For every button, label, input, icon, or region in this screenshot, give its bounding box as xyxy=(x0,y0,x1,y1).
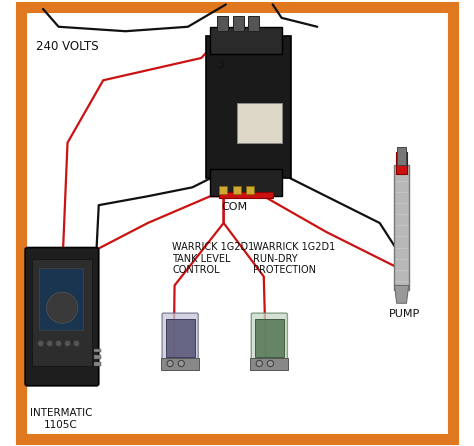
Bar xyxy=(394,165,409,290)
Text: WARRICK 1G2D1
RUN-DRY
PROTECTION: WARRICK 1G2D1 RUN-DRY PROTECTION xyxy=(253,242,335,275)
Bar xyxy=(217,16,228,31)
Circle shape xyxy=(267,360,273,367)
Circle shape xyxy=(46,292,78,323)
Text: PUMP: PUMP xyxy=(389,310,420,319)
Text: COM: COM xyxy=(221,202,247,212)
Bar xyxy=(210,27,282,54)
Bar xyxy=(248,16,259,31)
Text: 240 VOLTS: 240 VOLTS xyxy=(36,40,99,54)
Text: WARRICK 1G2D1
TANK LEVEL
CONTROL: WARRICK 1G2D1 TANK LEVEL CONTROL xyxy=(173,242,255,275)
Bar xyxy=(233,186,241,194)
Bar xyxy=(396,152,407,174)
Polygon shape xyxy=(394,285,409,303)
Bar xyxy=(210,169,282,196)
Bar xyxy=(233,16,244,31)
Bar xyxy=(94,362,101,366)
Bar xyxy=(161,358,199,370)
Circle shape xyxy=(73,340,80,347)
Bar xyxy=(94,355,101,359)
Bar xyxy=(38,268,83,330)
Bar xyxy=(397,147,406,165)
Bar xyxy=(250,358,288,370)
FancyBboxPatch shape xyxy=(162,313,198,360)
Bar xyxy=(219,186,227,194)
Text: 3: 3 xyxy=(217,60,224,70)
Bar xyxy=(206,36,291,178)
Circle shape xyxy=(167,360,173,367)
FancyBboxPatch shape xyxy=(25,248,99,386)
Bar xyxy=(246,186,254,194)
Circle shape xyxy=(46,340,53,347)
Circle shape xyxy=(64,340,71,347)
Bar xyxy=(237,103,282,143)
Bar xyxy=(165,319,195,357)
Circle shape xyxy=(55,340,62,347)
Bar xyxy=(94,349,101,352)
Bar xyxy=(255,319,284,357)
Bar xyxy=(32,259,92,366)
Text: INTERMATIC
1105C: INTERMATIC 1105C xyxy=(29,409,92,430)
FancyBboxPatch shape xyxy=(251,313,287,360)
Bar xyxy=(219,192,273,198)
Circle shape xyxy=(178,360,184,367)
Circle shape xyxy=(37,340,44,347)
Circle shape xyxy=(256,360,263,367)
